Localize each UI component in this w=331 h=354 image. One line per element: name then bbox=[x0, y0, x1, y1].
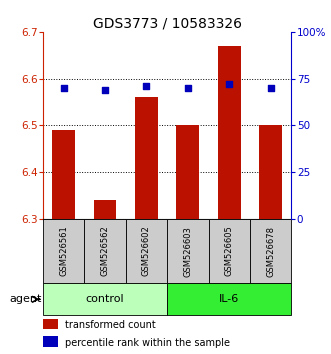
Text: GSM526603: GSM526603 bbox=[183, 225, 192, 276]
Point bbox=[103, 87, 108, 93]
Bar bbox=[43, 219, 84, 283]
Point bbox=[144, 83, 149, 89]
Bar bbox=[84, 219, 126, 283]
Text: GSM526678: GSM526678 bbox=[266, 225, 275, 276]
Bar bbox=[43, 336, 58, 347]
Text: IL-6: IL-6 bbox=[219, 294, 239, 304]
Bar bbox=[250, 219, 291, 283]
Bar bbox=[52, 130, 75, 219]
Point bbox=[268, 85, 273, 91]
Bar bbox=[94, 200, 117, 219]
Point bbox=[61, 85, 66, 91]
Bar bbox=[126, 219, 167, 283]
Text: GSM526602: GSM526602 bbox=[142, 226, 151, 276]
Text: GSM526605: GSM526605 bbox=[225, 226, 234, 276]
Text: percentile rank within the sample: percentile rank within the sample bbox=[66, 338, 230, 348]
Bar bbox=[43, 283, 167, 315]
Point bbox=[185, 85, 191, 91]
Text: control: control bbox=[86, 294, 124, 304]
Text: GSM526561: GSM526561 bbox=[59, 226, 68, 276]
Text: transformed count: transformed count bbox=[66, 320, 156, 330]
Text: agent: agent bbox=[10, 294, 42, 304]
Text: GSM526562: GSM526562 bbox=[101, 226, 110, 276]
Title: GDS3773 / 10583326: GDS3773 / 10583326 bbox=[93, 17, 242, 31]
Bar bbox=[259, 125, 282, 219]
Bar bbox=[209, 219, 250, 283]
Point bbox=[226, 81, 232, 87]
Bar bbox=[135, 97, 158, 219]
Bar bbox=[43, 319, 58, 330]
Bar bbox=[218, 46, 241, 219]
Bar bbox=[176, 125, 199, 219]
Bar bbox=[167, 219, 209, 283]
Bar bbox=[167, 283, 291, 315]
